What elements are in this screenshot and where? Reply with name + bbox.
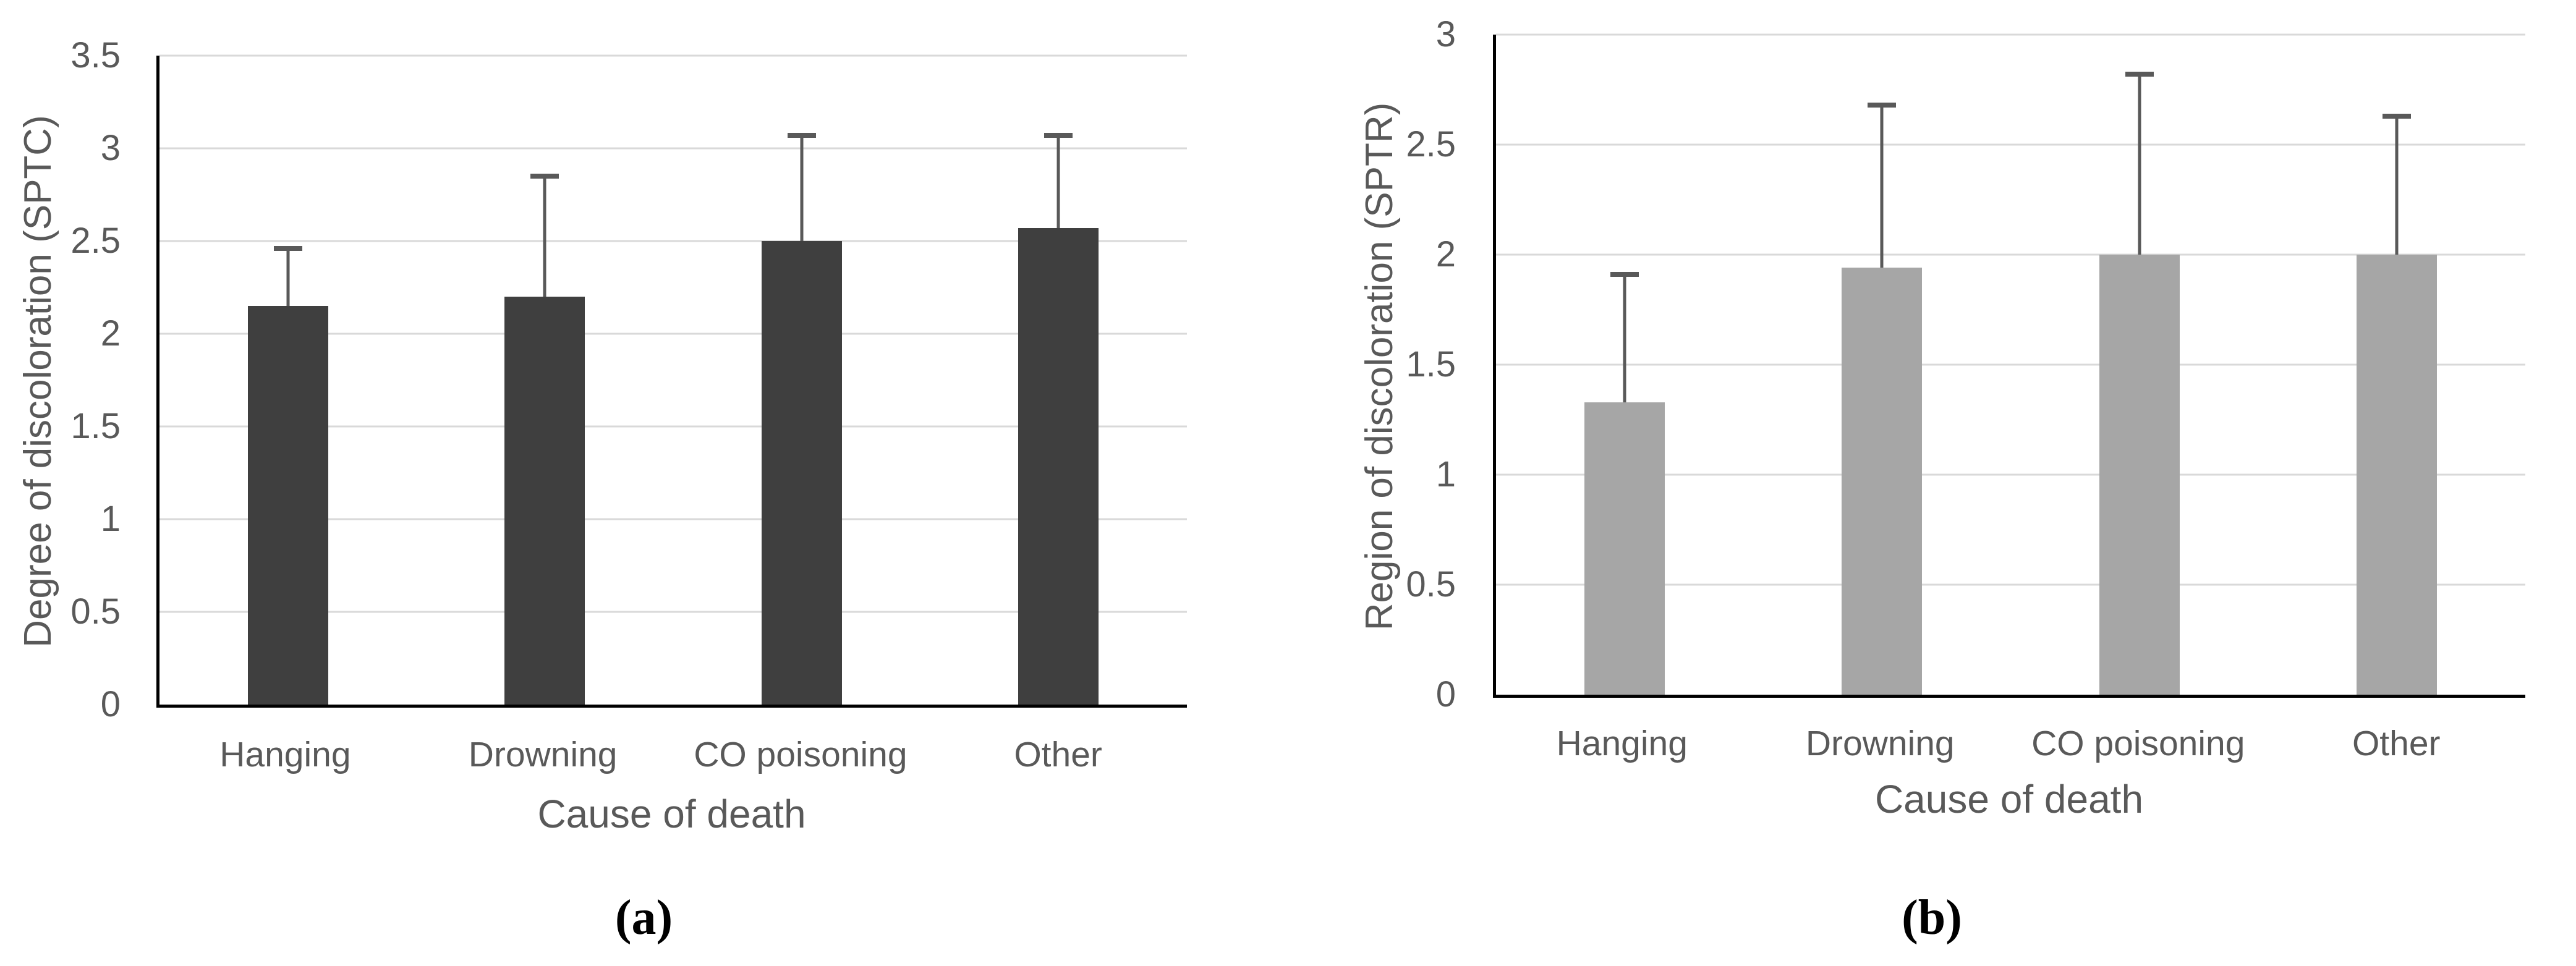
bar — [761, 241, 842, 705]
error-bar — [543, 176, 546, 297]
y-tick-label: 0 — [1435, 674, 1456, 714]
y-tick-label: 2 — [1435, 234, 1456, 274]
y-tick-label: 1.5 — [70, 406, 121, 446]
y-tick-label: 2 — [100, 313, 121, 354]
x-axis-title: Cause of death — [537, 792, 806, 836]
bar-group-co-poisoning — [2099, 35, 2180, 695]
gridline — [159, 54, 1187, 57]
x-axis-title: Cause of death — [1874, 777, 2144, 821]
y-tick-label: 3.5 — [70, 35, 121, 75]
error-bar-cap — [2382, 113, 2411, 119]
y-tick-label: 0 — [100, 684, 121, 724]
plot-area — [1493, 33, 2525, 698]
x-category-label: CO poisoning — [2031, 724, 2245, 763]
bar — [1018, 228, 1099, 705]
gridline — [159, 518, 1187, 520]
x-category-label: Hanging — [1556, 724, 1688, 763]
x-category-label: CO poisoning — [694, 735, 908, 774]
y-tick-label: 3 — [100, 128, 121, 168]
subfigure-caption-b: (b) — [1902, 891, 1962, 945]
x-category-label: Drowning — [468, 735, 618, 774]
plot-area — [156, 54, 1187, 708]
gridline — [159, 147, 1187, 150]
error-bar — [286, 248, 290, 306]
x-category-labels: Hanging Drowning CO poisoning Other — [1493, 724, 2525, 768]
error-bar-cap — [1044, 133, 1073, 138]
error-bar — [1056, 135, 1060, 228]
y-tick-label: 0.5 — [1406, 564, 1456, 604]
chart-panel-a: Degree of discoloration (SPTC) 0 0.5 1 1.5 2… — [0, 38, 1187, 945]
gridline — [1496, 363, 2525, 366]
y-axis-tick-labels: 0 0.5 1 1.5 2 2.5 3 3.5 — [0, 38, 121, 722]
error-bar-cap — [530, 174, 559, 179]
error-bar-cap — [2125, 72, 2154, 77]
y-tick-label: 3 — [1435, 14, 1456, 54]
gridline — [1496, 583, 2525, 586]
bar — [2099, 255, 2180, 695]
subfigure-caption-a: (a) — [614, 891, 673, 945]
bar-group-co-poisoning — [761, 56, 842, 705]
y-tick-label: 0.5 — [70, 591, 121, 632]
error-bar — [1880, 104, 1884, 268]
bar-group-hanging — [1584, 35, 1665, 695]
bar — [247, 306, 328, 705]
y-tick-label: 2.5 — [1406, 124, 1456, 164]
y-axis-tick-labels: 0 0.5 1 1.5 2 2.5 3 — [1288, 17, 1456, 713]
bar — [504, 297, 585, 705]
bar — [1842, 268, 1923, 695]
chart-panel-b: Region of discoloration (SPTR) 0 0.5 1 1.5 2… — [1288, 0, 2576, 966]
y-tick-label: 1 — [100, 499, 121, 539]
error-bar-cap — [787, 133, 816, 138]
bar-group-other — [2356, 35, 2437, 695]
error-bar-cap — [273, 246, 302, 251]
bar-group-other — [1018, 56, 1099, 705]
x-category-label: Other — [2352, 724, 2441, 763]
x-category-labels: Hanging Drowning CO poisoning Other — [156, 735, 1187, 779]
error-bar-cap — [1610, 272, 1639, 278]
gridline — [1496, 33, 2525, 36]
bar-group-drowning — [1842, 35, 1923, 695]
error-bar-cap — [1868, 102, 1897, 108]
gridline — [159, 611, 1187, 613]
y-tick-label: 1.5 — [1406, 344, 1456, 384]
gridline — [1496, 473, 2525, 476]
gridline — [159, 425, 1187, 428]
error-bar — [2395, 116, 2399, 255]
error-bar — [2138, 74, 2141, 255]
bar — [1584, 402, 1665, 695]
y-tick-label: 1 — [1435, 454, 1456, 494]
gridline — [1496, 143, 2525, 146]
error-bar — [800, 135, 804, 241]
x-category-label: Drowning — [1805, 724, 1955, 763]
x-category-label: Other — [1014, 735, 1102, 774]
bar — [2356, 255, 2437, 695]
gridline — [159, 333, 1187, 335]
bar-group-hanging — [247, 56, 328, 705]
gridline — [159, 240, 1187, 242]
gridline — [1496, 253, 2525, 256]
bar-group-drowning — [504, 56, 585, 705]
x-category-label: Hanging — [219, 735, 351, 774]
error-bar — [1623, 274, 1626, 402]
y-tick-label: 2.5 — [70, 221, 121, 261]
